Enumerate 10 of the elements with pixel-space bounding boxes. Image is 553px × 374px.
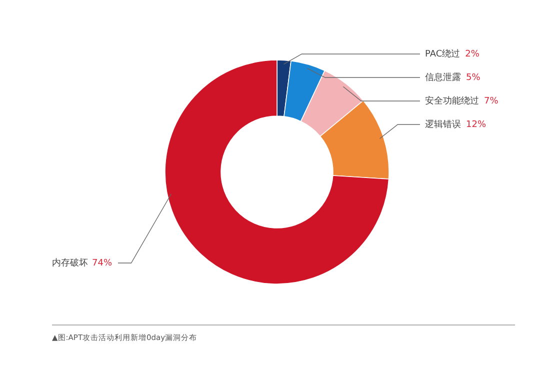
data-label: 12% (466, 120, 486, 130)
data-label: 7% (484, 96, 499, 106)
slice-label: 逻辑错误 (425, 118, 461, 130)
slice-label: 信息泄露 (425, 72, 461, 83)
data-label: 74% (92, 258, 112, 268)
data-label: 2% (465, 49, 480, 60)
slice-label: 安全功能绕过 (425, 95, 479, 106)
slice-label: 内存破坏 (52, 257, 88, 268)
slice-label: PAC绕过 (425, 48, 460, 60)
data-label: 5% (466, 72, 481, 83)
